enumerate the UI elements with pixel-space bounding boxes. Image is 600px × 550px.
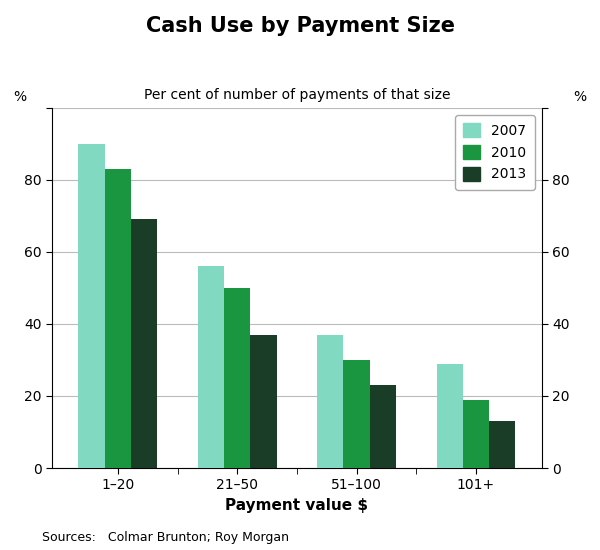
Text: %: % [574, 90, 587, 104]
Bar [105, 169, 131, 468]
Bar [317, 335, 343, 468]
Title: Per cent of number of payments of that size: Per cent of number of payments of that s… [143, 89, 450, 102]
Bar [489, 421, 515, 468]
Bar [437, 364, 463, 468]
Legend: 2007, 2010, 2013: 2007, 2010, 2013 [455, 115, 535, 190]
Text: Sources:   Colmar Brunton; Roy Morgan: Sources: Colmar Brunton; Roy Morgan [42, 531, 289, 544]
Bar [463, 400, 489, 468]
Text: %: % [13, 90, 26, 104]
Bar [224, 288, 250, 468]
Bar [198, 266, 224, 468]
Bar [79, 144, 105, 468]
Bar [343, 360, 370, 468]
X-axis label: Payment value $: Payment value $ [226, 498, 368, 513]
Bar [370, 385, 396, 468]
Text: Cash Use by Payment Size: Cash Use by Payment Size [146, 16, 455, 36]
Bar [131, 219, 157, 468]
Bar [250, 335, 277, 468]
